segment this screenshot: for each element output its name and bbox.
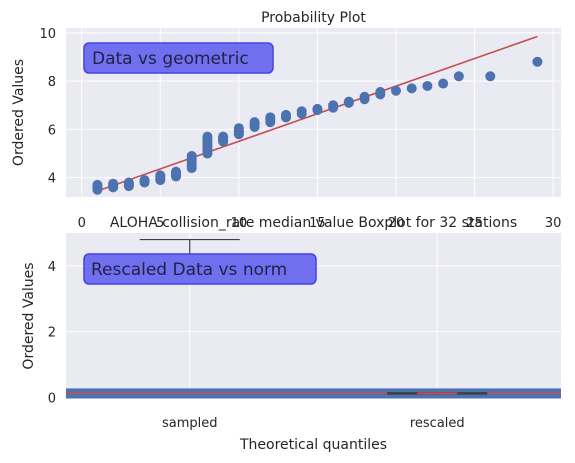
x-tick-label: sampled [162,416,218,431]
boxplot-title: ALOHA collision_rate median value Boxplo… [110,215,517,231]
data-point [438,78,449,89]
y-tick-label: 4 [48,172,56,187]
boxplot-x-label: Theoretical quantiles [239,437,387,453]
probability-plot-x-ticks: 0 5 10 15 20 25 30 [78,216,562,231]
data-point [202,131,213,142]
data-point [485,71,496,82]
data-point [249,117,260,128]
annotation-box [83,42,274,74]
data-point [391,85,401,96]
x-tick-label: 5 [156,216,164,231]
data-point [171,166,181,177]
y-tick-label: 6 [48,123,56,138]
data-point [123,177,134,188]
data-point [296,106,307,117]
x-tick-label: 15 [309,216,326,231]
annotation-box [83,253,317,285]
data-point [281,109,291,120]
data-point [92,179,103,190]
rescaled-data-vs-norm-annotation: Rescaled Data vs norm [83,253,317,285]
x-tick-label: 25 [466,216,483,231]
boxplot-y-label: Ordered Values [21,262,37,369]
data-point [375,86,386,97]
probability-plot-y-label: Ordered Values [11,59,27,166]
data-point [359,91,370,102]
data-point [328,100,339,111]
data-point [108,178,119,189]
boxplot-panel: sampled rescaled 0 2 4 ALOHA collision_rate… [21,215,561,453]
x-tick-label: 0 [78,216,86,231]
data-point [265,112,276,123]
x-tick-label: rescaled [410,416,465,431]
x-tick-label: 20 [388,216,405,231]
x-tick-label: 10 [231,216,248,231]
data-point [422,80,433,91]
data-point [139,175,150,186]
data-point [218,131,229,142]
data-point [406,83,417,94]
annotation-text: Rescaled Data vs norm [91,260,287,280]
probability-plot-y-ticks: 4 6 8 10 [39,27,56,187]
y-tick-label: 8 [48,75,56,90]
data-point [343,96,354,107]
data-point [312,103,323,114]
data-point [532,56,543,67]
data-point [186,150,197,161]
probability-plot-title: Probability Plot [261,10,366,26]
y-tick-label: 4 [48,260,56,275]
y-tick-label: 2 [48,326,56,341]
probability-plot-panel: 0 5 10 15 20 25 30 4 6 8 10 Probability Plot Orde… [11,10,561,231]
data-point [233,123,244,134]
data-vs-geometric-annotation: Data vs geometric [83,42,274,74]
y-tick-label: 10 [39,27,56,42]
data-point [453,71,464,82]
annotation-text: Data vs geometric [92,49,249,69]
boxplot-y-ticks: 0 2 4 [48,260,56,406]
x-tick-label: 30 [545,216,562,231]
y-tick-label: 0 [48,391,56,406]
boxplot-x-ticks: sampled rescaled [162,416,465,431]
probability-plot-points [92,56,543,195]
data-point [155,170,166,181]
